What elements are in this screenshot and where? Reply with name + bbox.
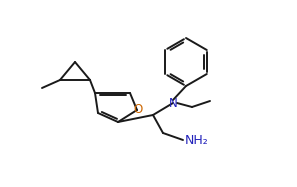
Text: N: N [169,96,177,110]
Text: O: O [133,102,143,116]
Text: NH₂: NH₂ [185,134,209,146]
